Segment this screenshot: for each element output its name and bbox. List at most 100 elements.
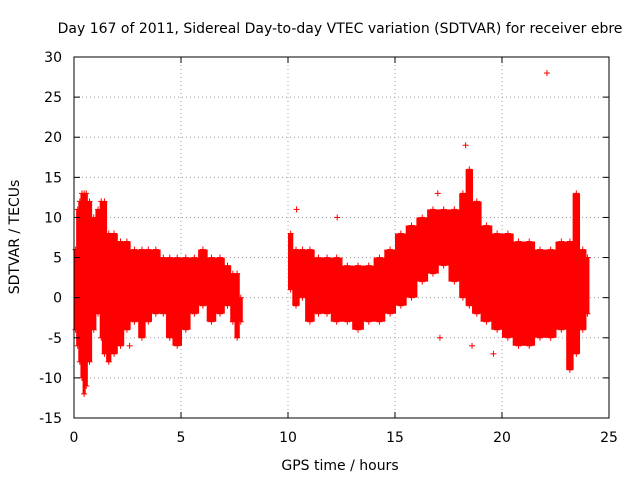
- data-band: [234, 273, 240, 338]
- data-point: [566, 366, 573, 373]
- data-point: [451, 206, 458, 213]
- data-point: [237, 318, 244, 325]
- axis-ticks: [73, 56, 610, 419]
- data-points: [72, 70, 591, 397]
- data-band: [82, 193, 86, 394]
- data-point: [483, 222, 490, 229]
- data-point: [459, 294, 466, 301]
- y-tick-labels: -15 -10 -5 0 5 10 15 20 25 30: [39, 50, 62, 427]
- y-tick-label: 30: [44, 50, 62, 66]
- data-band: [238, 297, 243, 322]
- data-point: [584, 254, 591, 261]
- data-point: [573, 190, 580, 197]
- data-band: [138, 249, 146, 338]
- x-tick-label: 15: [386, 430, 404, 446]
- data-point: [494, 326, 501, 333]
- data-point: [152, 310, 159, 317]
- data-point: [419, 278, 426, 285]
- y-tick-label: 10: [44, 210, 62, 226]
- data-point: [299, 294, 306, 301]
- data-point: [536, 334, 543, 341]
- data-point: [504, 334, 511, 341]
- data-point: [299, 246, 306, 253]
- data-point: [515, 238, 522, 245]
- data-point: [440, 262, 447, 269]
- data-point: [191, 254, 198, 261]
- data-band: [585, 257, 590, 314]
- data-point: [191, 310, 198, 317]
- y-tick-label: 15: [44, 170, 62, 186]
- data-point: [466, 302, 473, 309]
- data-point: [355, 326, 362, 333]
- data-point: [429, 206, 436, 213]
- data-point: [306, 318, 313, 325]
- data-point: [473, 310, 480, 317]
- x-axis-label: GPS time / hours: [281, 458, 398, 474]
- data-point: [182, 326, 189, 333]
- data-band: [189, 257, 200, 314]
- data-point: [152, 246, 159, 253]
- data-band: [362, 265, 375, 322]
- data-point: [199, 302, 206, 309]
- data-point: [344, 318, 351, 325]
- data-band: [86, 201, 93, 362]
- data-point: [355, 262, 362, 269]
- data-band: [84, 193, 88, 386]
- data-point: [526, 342, 533, 349]
- data-point: [573, 350, 580, 357]
- data-point: [123, 326, 130, 333]
- data-point: [376, 254, 383, 261]
- y-tick-label: -5: [48, 331, 62, 347]
- data-band: [472, 201, 482, 314]
- y-tick-label: -10: [39, 371, 62, 387]
- data-band: [395, 233, 407, 306]
- data-point: [287, 230, 294, 237]
- data-band: [159, 257, 168, 314]
- x-tick-label: 0: [70, 430, 79, 446]
- data-point: [123, 238, 130, 245]
- data-point: [90, 326, 97, 333]
- data-band: [206, 257, 217, 322]
- data-point: [376, 318, 383, 325]
- data-band: [288, 233, 294, 290]
- data-band: [116, 241, 125, 346]
- y-tick-label: 25: [44, 90, 62, 106]
- y-tick-label: 20: [44, 130, 62, 146]
- data-point: [166, 254, 173, 261]
- outlier-point: [469, 342, 476, 349]
- outlier-point: [436, 334, 443, 341]
- data-point: [408, 222, 415, 229]
- plot-frame: [73, 56, 610, 419]
- outlier-point: [490, 350, 497, 357]
- data-band: [512, 241, 525, 346]
- data-point: [584, 310, 591, 317]
- data-band: [465, 169, 474, 306]
- data-point: [105, 358, 112, 365]
- data-point: [160, 254, 167, 261]
- y-tick-label: 0: [53, 291, 62, 307]
- data-point: [234, 334, 241, 341]
- data-point: [117, 238, 124, 245]
- data-band: [298, 249, 307, 298]
- data-band: [448, 209, 461, 282]
- data-band: [166, 257, 174, 338]
- data-band: [215, 257, 225, 314]
- outlier-point: [334, 214, 341, 221]
- data-point: [558, 326, 565, 333]
- data-point: [451, 278, 458, 285]
- data-point: [333, 254, 340, 261]
- data-point: [131, 318, 138, 325]
- data-point: [547, 334, 554, 341]
- data-band: [534, 249, 546, 338]
- data-point: [237, 294, 244, 301]
- data-point: [208, 318, 215, 325]
- data-point: [166, 334, 173, 341]
- data-point: [397, 302, 404, 309]
- data-point: [224, 262, 231, 269]
- data-point: [365, 262, 372, 269]
- data-point: [182, 254, 189, 261]
- data-band: [313, 257, 324, 314]
- data-point: [315, 254, 322, 261]
- data-band: [544, 249, 557, 338]
- data-point: [466, 166, 473, 173]
